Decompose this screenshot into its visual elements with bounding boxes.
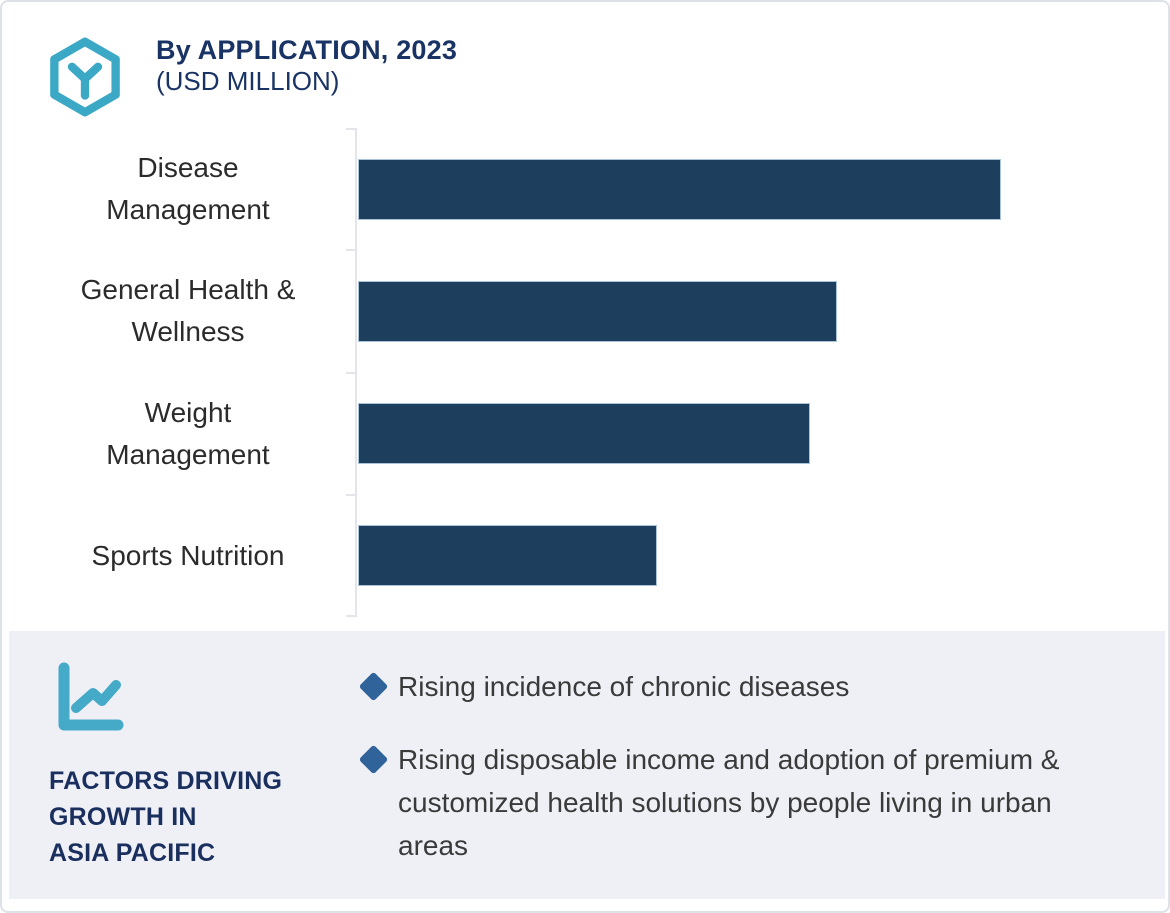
category-label: Sports Nutrition (91, 539, 285, 571)
category-label: Weight Management (106, 396, 270, 470)
factor-bullet-item: Rising incidence of chronic diseases (357, 665, 1069, 708)
factors-panel-left: FACTORS DRIVING GROWTH IN ASIA PACIFIC (9, 631, 349, 899)
chart-subtitle: (USD MILLION) (156, 66, 340, 96)
category-label: General Health & Wellness (80, 274, 296, 348)
axis-tick (346, 615, 356, 617)
axis-tick (346, 371, 356, 374)
chart-title: By APPLICATION, 2023 (156, 35, 458, 65)
factor-bullet-text: Rising disposable income and adoption of… (398, 744, 1060, 861)
bar (358, 280, 837, 342)
diamond-bullet-icon (358, 744, 389, 775)
bar-chart: Disease Management General Health & Welln… (2, 128, 1168, 617)
factors-bullet-list: Rising incidence of chronic diseases Ris… (349, 631, 1165, 899)
category-axis-line (355, 128, 357, 617)
bar (358, 403, 810, 465)
axis-tick (346, 493, 356, 496)
bar (358, 158, 1001, 220)
diamond-bullet-icon (358, 671, 389, 702)
factor-bullet-text: Rising incidence of chronic diseases (398, 671, 850, 702)
bar (358, 525, 657, 587)
category-label: Disease Management (106, 152, 270, 226)
line-chart-icon (58, 662, 124, 731)
hexagon-y-logo-icon (50, 37, 120, 117)
factor-bullet-item: Rising disposable income and adoption of… (357, 738, 1069, 867)
axis-tick (346, 128, 356, 130)
axis-tick (346, 249, 356, 252)
factors-panel: FACTORS DRIVING GROWTH IN ASIA PACIFIC R… (9, 631, 1165, 899)
factors-heading: FACTORS DRIVING GROWTH IN ASIA PACIFIC (49, 767, 283, 867)
chart-header: By APPLICATION, 2023 (USD MILLION) (46, 35, 457, 117)
